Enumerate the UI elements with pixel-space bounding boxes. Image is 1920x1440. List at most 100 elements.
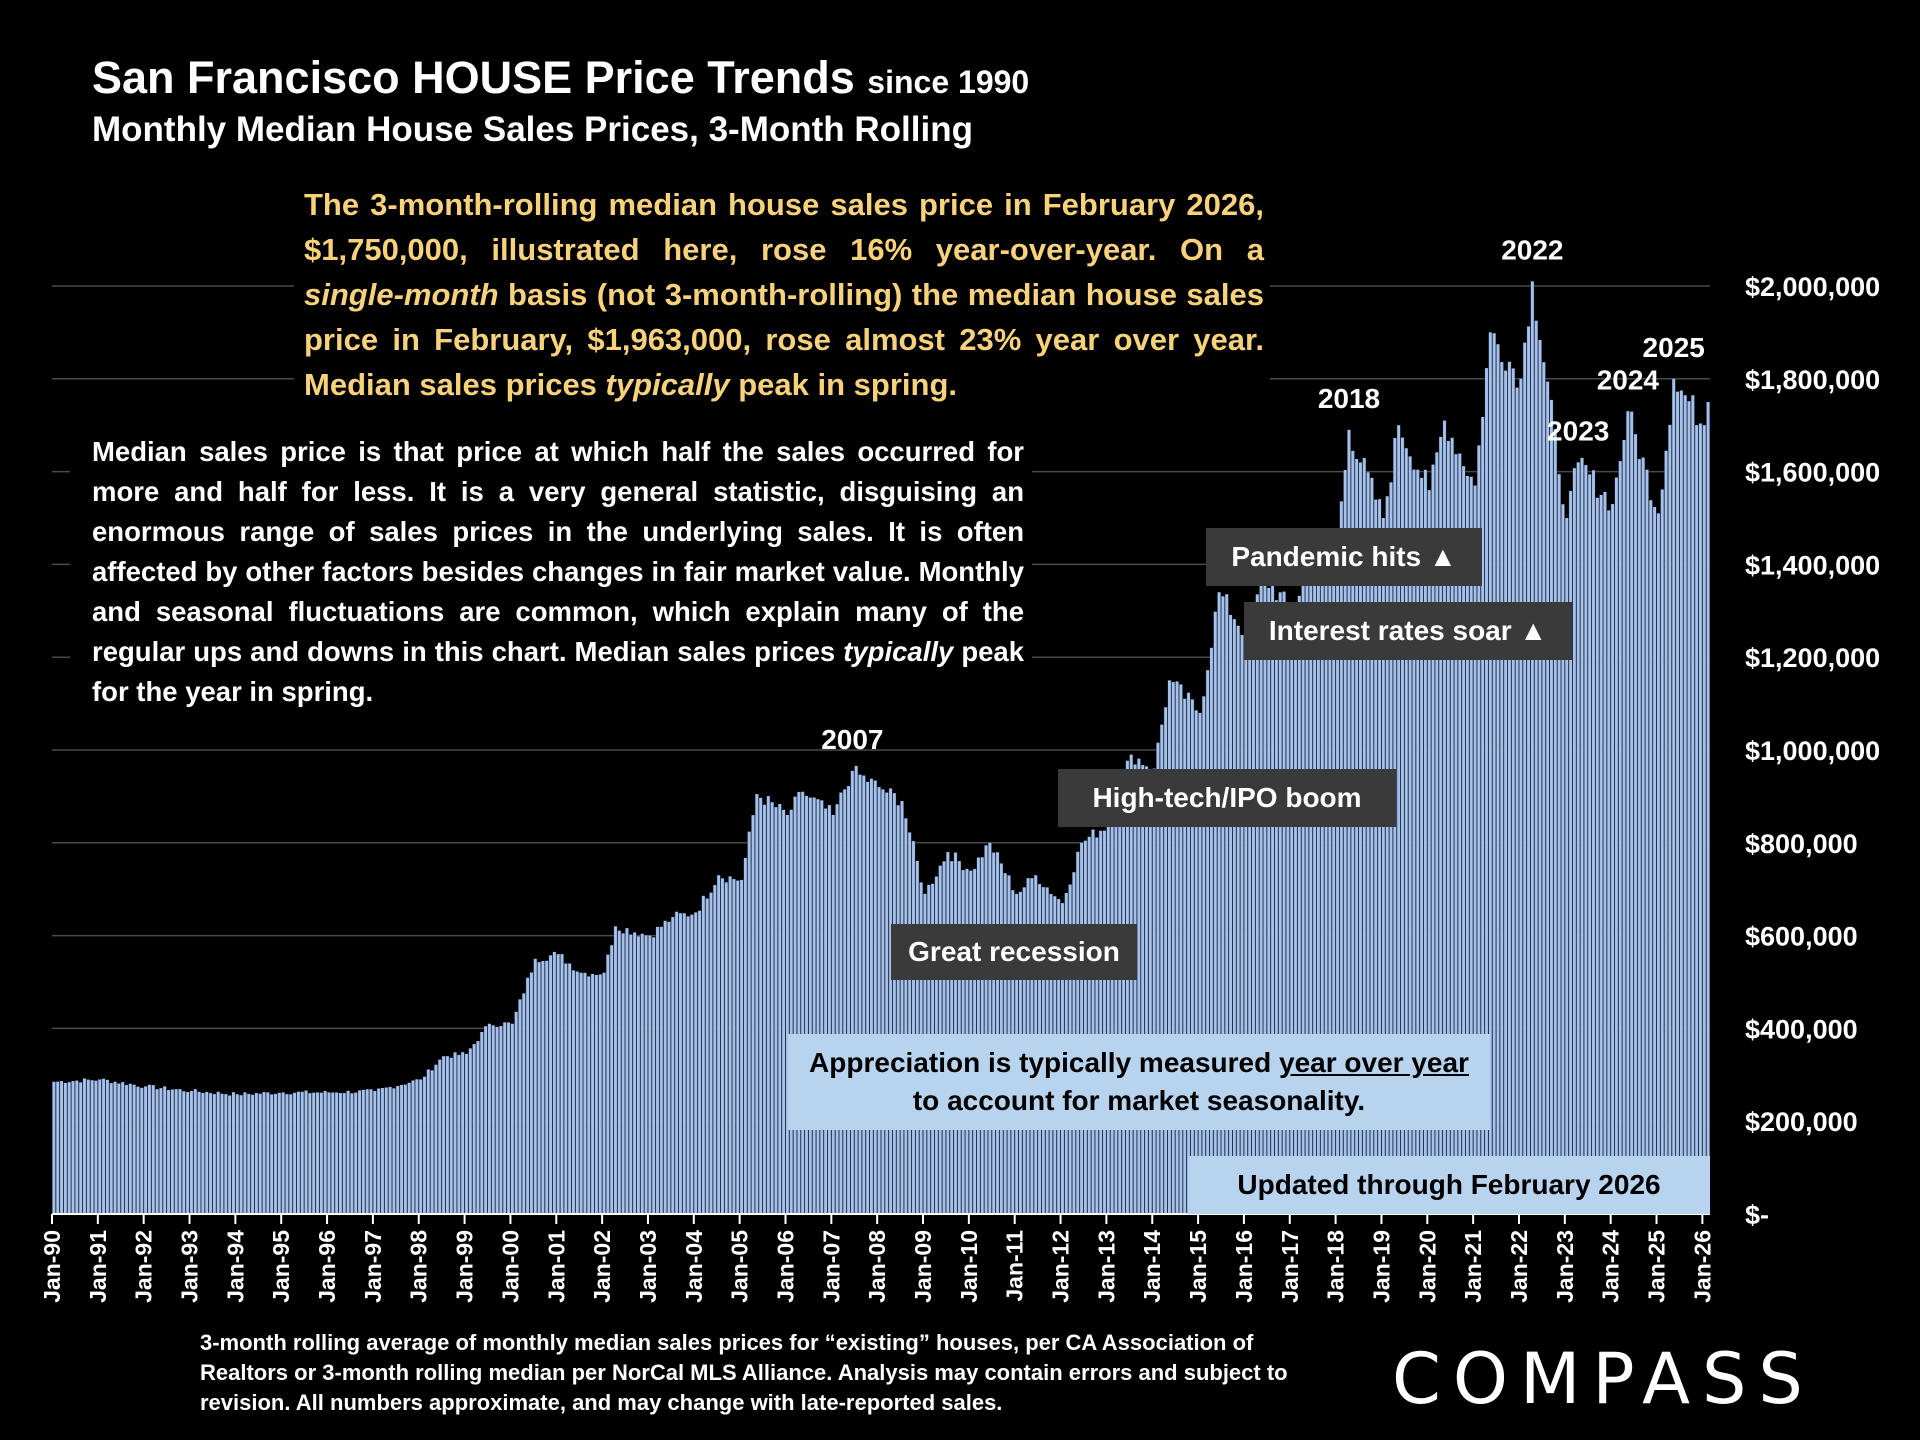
- chart-title: San Francisco HOUSE Price Trends since 1…: [92, 52, 1029, 104]
- bar: [556, 954, 560, 1214]
- bar: [1118, 794, 1122, 1214]
- bar: [419, 1079, 423, 1214]
- bar: [900, 801, 904, 1214]
- bar: [728, 876, 732, 1214]
- bar: [751, 815, 755, 1214]
- bar: [892, 793, 896, 1214]
- bar: [988, 842, 992, 1214]
- x-tick-label: Jan-25: [1644, 1230, 1670, 1303]
- bar: [1431, 464, 1435, 1214]
- bar: [266, 1092, 270, 1214]
- bar: [671, 917, 675, 1214]
- bar: [445, 1056, 449, 1214]
- bar: [205, 1091, 209, 1214]
- bar: [1443, 420, 1446, 1214]
- bar: [1106, 824, 1110, 1214]
- bar: [1462, 466, 1466, 1214]
- yellow-text-1: The 3-month-rolling median house sales p…: [304, 187, 1264, 267]
- bar: [659, 926, 663, 1214]
- bar: [151, 1085, 155, 1214]
- compass-logo: COMPASS: [1392, 1338, 1815, 1420]
- bar: [1565, 518, 1569, 1214]
- bar: [1679, 390, 1683, 1214]
- bar: [747, 831, 751, 1214]
- bar: [606, 954, 610, 1214]
- median-em-1: typically: [843, 636, 954, 667]
- bar: [274, 1093, 277, 1214]
- bar: [1339, 501, 1343, 1214]
- bar: [1122, 774, 1126, 1214]
- bar: [128, 1083, 132, 1214]
- bar: [1225, 594, 1229, 1214]
- bar: [235, 1094, 239, 1214]
- x-axis: Jan-90 Jan-91 Jan-92 Jan-93 Jan-94 Jan-95 Jan-…: [39, 1213, 1715, 1303]
- bar: [1305, 572, 1309, 1214]
- bar: [1626, 411, 1630, 1214]
- bar: [1477, 445, 1481, 1214]
- bar: [1607, 510, 1611, 1214]
- bar: [216, 1091, 220, 1214]
- bar: [381, 1088, 384, 1214]
- bar: [415, 1079, 419, 1214]
- bar: [232, 1092, 235, 1214]
- bar: [186, 1092, 190, 1214]
- bar: [1190, 699, 1194, 1214]
- bar: [125, 1085, 128, 1214]
- bar: [1095, 837, 1099, 1214]
- bar: [560, 954, 564, 1214]
- bar: [83, 1078, 86, 1214]
- bar: [946, 852, 950, 1214]
- bar: [1481, 416, 1485, 1214]
- x-tick-label: Jan-01: [543, 1230, 569, 1303]
- bar: [1294, 605, 1297, 1214]
- x-tick-label: Jan-08: [864, 1230, 890, 1303]
- bar: [621, 933, 625, 1214]
- bar: [1576, 462, 1580, 1214]
- bar: [724, 882, 728, 1214]
- bar: [1229, 614, 1233, 1214]
- bar: [698, 910, 701, 1214]
- x-tick-label: Jan-23: [1552, 1230, 1578, 1303]
- bar: [503, 1022, 507, 1214]
- x-tick-label: Jan-99: [452, 1230, 478, 1303]
- bar: [453, 1052, 457, 1214]
- bar: [247, 1093, 251, 1214]
- bar: [1530, 281, 1534, 1214]
- bar: [1465, 475, 1469, 1214]
- median-explanation: Median sales price is that price at whic…: [70, 428, 1032, 722]
- bar: [522, 993, 526, 1214]
- bar: [866, 781, 870, 1214]
- bar: [319, 1092, 323, 1214]
- bar: [86, 1079, 90, 1214]
- bar: [1397, 425, 1401, 1214]
- bar: [533, 958, 537, 1214]
- bar: [335, 1092, 339, 1214]
- x-tick-label: Jan-92: [131, 1230, 157, 1303]
- bar: [1683, 395, 1687, 1215]
- bar: [1653, 506, 1657, 1214]
- median-text-1: Median sales price is that price at whic…: [92, 436, 1024, 667]
- bar: [1202, 696, 1206, 1214]
- x-tick-label: Jan-19: [1368, 1230, 1394, 1303]
- bar: [785, 814, 789, 1214]
- chart-subtitle: Monthly Median House Sales Prices, 3-Mon…: [92, 110, 973, 149]
- bar: [755, 794, 759, 1214]
- bar: [740, 879, 744, 1214]
- bar: [350, 1093, 354, 1214]
- bar: [1660, 489, 1664, 1214]
- bar: [885, 792, 889, 1214]
- bar: [1580, 457, 1584, 1214]
- bar: [430, 1070, 434, 1214]
- bar: [537, 962, 541, 1214]
- bar: [243, 1092, 247, 1214]
- bar: [1286, 603, 1290, 1214]
- bar: [1435, 452, 1439, 1215]
- x-tick-label: Jan-91: [85, 1230, 111, 1303]
- bar: [770, 802, 774, 1214]
- appreciation-line-1-text: Appreciation is typically measured: [809, 1047, 1279, 1078]
- title-main: San Francisco HOUSE Price Trends: [92, 52, 855, 103]
- appreciation-underline: year over year: [1279, 1047, 1469, 1078]
- bar: [484, 1026, 488, 1214]
- bar: [323, 1090, 327, 1214]
- x-tick-label: Jan-12: [1048, 1230, 1074, 1303]
